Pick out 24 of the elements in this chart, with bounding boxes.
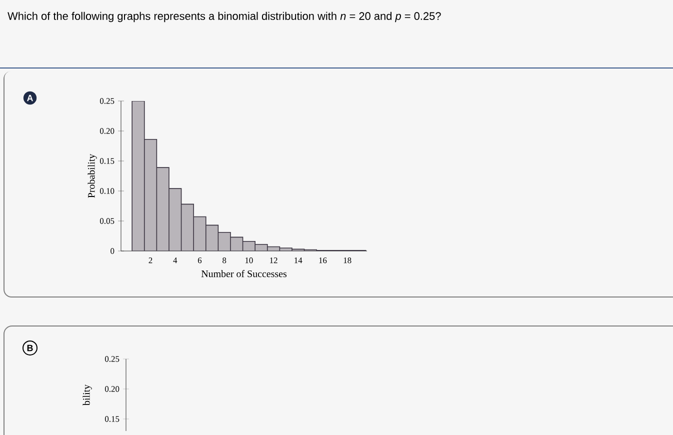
x-tick-label: 8 [222,258,226,264]
x-tick-label: 2 [148,258,152,264]
x-axis-title: Number of Successes [201,270,287,278]
x-tick-label: 6 [198,258,202,264]
text: bility [82,384,92,406]
x-tick-label: 18 [344,258,352,264]
y-tick-label: 0 [110,248,114,254]
y-tick-label: 0.15 [100,158,114,164]
x-tick-label: 12 [270,258,278,264]
x-tick-label: 10 [245,258,253,264]
y-tick-label: 0.20 [100,128,114,134]
text: B [27,344,33,352]
y-tick-label: 0.05 [100,218,114,224]
x-tick-label: 16 [319,258,327,264]
y-axis-title: Probability [88,154,97,198]
y-tick-label: 0.10 [100,188,114,194]
x-tick-label: 14 [294,258,302,264]
text: 0.25 [104,356,120,362]
chart-title: Which of the following graphs represents a binomial distribution with n = 20 and p = 0.25? [8,12,441,22]
y-tick-label: 0.25 [100,98,114,104]
x-tick-label: 4 [173,258,178,264]
text: 0.15 [104,416,120,422]
text: A [26,94,34,102]
text: 0.20 [104,386,120,392]
